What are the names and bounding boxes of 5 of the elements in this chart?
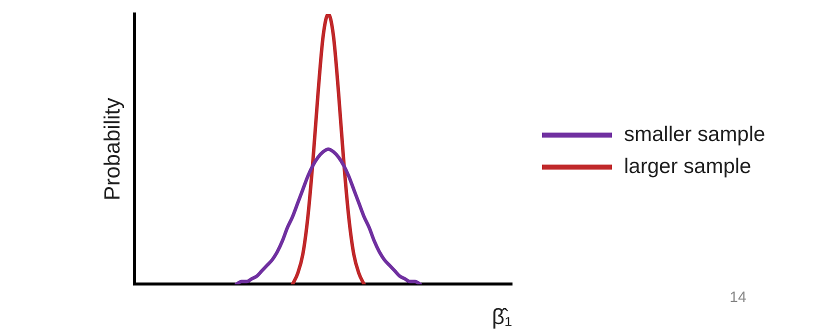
legend-label: smaller sample [624,122,766,146]
y-axis-title: Probability [99,98,124,200]
text: 14 [730,289,746,306]
x-axis-title: β̂₁ [492,304,512,329]
legend-label: larger sample [624,154,752,178]
